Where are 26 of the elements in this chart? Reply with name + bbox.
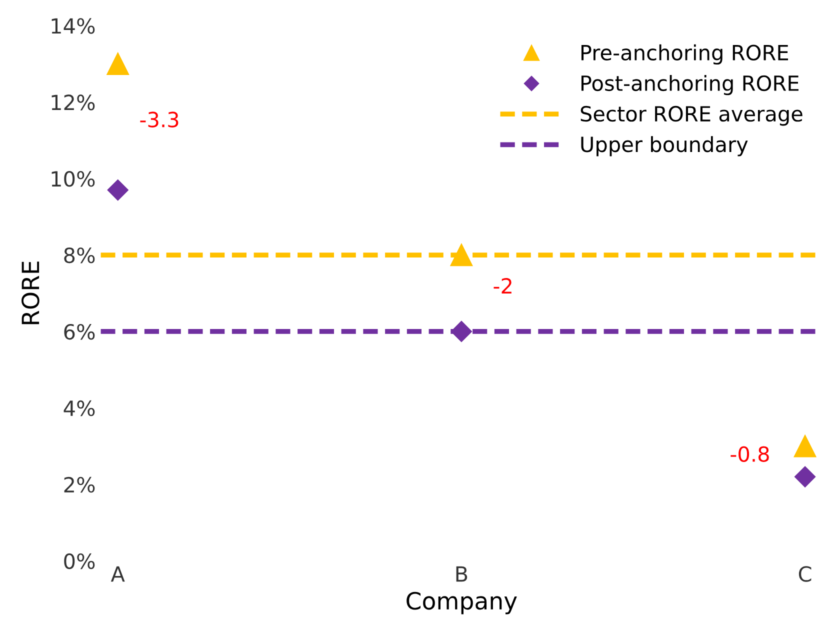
y-axis-title: RORE: [22, 262, 40, 324]
point: [450, 320, 472, 342]
y-tick-label: 4%: [64, 400, 95, 416]
x-tick-label: C: [798, 566, 812, 582]
legend-label: Upper boundary: [581, 136, 748, 156]
y-tick-label: 6%: [64, 324, 95, 340]
y-tick-label: 8%: [64, 247, 95, 264]
annotation: -3.3: [140, 112, 178, 128]
y-tick-label: 0%: [64, 553, 95, 570]
annotation: -0.8: [730, 446, 769, 462]
legend-label: Sector RORE average: [580, 106, 802, 126]
y-tick-label: 10%: [52, 171, 95, 187]
legend-label: Post-anchoring RORE: [581, 74, 798, 96]
point: [794, 466, 816, 488]
y-tick-label: 14%: [52, 18, 95, 34]
x-axis-title: Company: [406, 592, 517, 614]
y-tick-label: 2%: [64, 476, 95, 493]
point: [794, 435, 816, 458]
point: [450, 244, 473, 266]
point: [106, 52, 129, 75]
point: [107, 180, 128, 201]
legend-label: Pre-anchoring RORE: [581, 44, 788, 65]
x-tick-label: A: [110, 566, 125, 582]
annotation: -2: [494, 278, 512, 294]
y-tick-label: 12%: [52, 94, 95, 110]
x-tick-label: B: [456, 566, 468, 582]
